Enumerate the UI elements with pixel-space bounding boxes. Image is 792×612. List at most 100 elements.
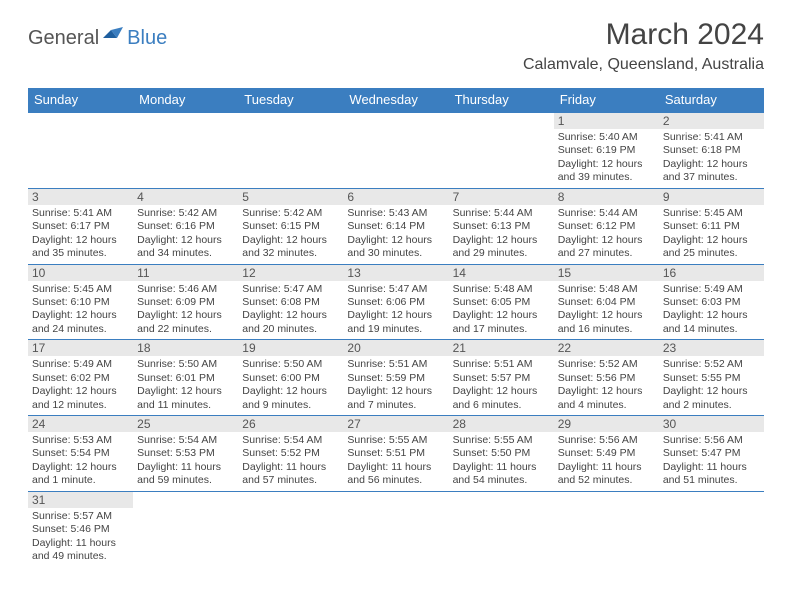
sunset: Sunset: 6:00 PM	[242, 372, 339, 385]
calendar-cell: 5Sunrise: 5:42 AMSunset: 6:15 PMDaylight…	[238, 188, 343, 264]
sunset: Sunset: 6:10 PM	[32, 296, 129, 309]
daylight-line1: Daylight: 12 hours	[137, 309, 234, 322]
day-number: 18	[133, 340, 238, 356]
day-number: 13	[343, 265, 448, 281]
daylight-line1: Daylight: 12 hours	[663, 234, 760, 247]
daylight-line2: and 27 minutes.	[558, 247, 655, 260]
daylight-line2: and 7 minutes.	[347, 399, 444, 412]
sunrise: Sunrise: 5:48 AM	[558, 283, 655, 296]
calendar-cell: 19Sunrise: 5:50 AMSunset: 6:00 PMDayligh…	[238, 340, 343, 416]
sunset: Sunset: 6:05 PM	[453, 296, 550, 309]
calendar-cell: 11Sunrise: 5:46 AMSunset: 6:09 PMDayligh…	[133, 264, 238, 340]
daylight-line2: and 17 minutes.	[453, 323, 550, 336]
sunrise: Sunrise: 5:44 AM	[558, 207, 655, 220]
day-data: Sunrise: 5:49 AMSunset: 6:03 PMDaylight:…	[659, 281, 764, 340]
day-data: Sunrise: 5:52 AMSunset: 5:56 PMDaylight:…	[554, 356, 659, 415]
daylight-line1: Daylight: 11 hours	[347, 461, 444, 474]
daylight-line2: and 6 minutes.	[453, 399, 550, 412]
daylight-line2: and 2 minutes.	[663, 399, 760, 412]
day-number: 9	[659, 189, 764, 205]
day-number: 7	[449, 189, 554, 205]
day-number: 28	[449, 416, 554, 432]
day-number: 27	[343, 416, 448, 432]
calendar-row: 24Sunrise: 5:53 AMSunset: 5:54 PMDayligh…	[28, 416, 764, 492]
calendar-cell: 30Sunrise: 5:56 AMSunset: 5:47 PMDayligh…	[659, 416, 764, 492]
calendar-cell: 31Sunrise: 5:57 AMSunset: 5:46 PMDayligh…	[28, 491, 133, 566]
dayname-row: Sunday Monday Tuesday Wednesday Thursday…	[28, 88, 764, 112]
daylight-line2: and 20 minutes.	[242, 323, 339, 336]
sunrise: Sunrise: 5:57 AM	[32, 510, 129, 523]
calendar-cell: 12Sunrise: 5:47 AMSunset: 6:08 PMDayligh…	[238, 264, 343, 340]
dayname-fri: Friday	[554, 88, 659, 112]
sunrise: Sunrise: 5:47 AM	[347, 283, 444, 296]
daylight-line1: Daylight: 12 hours	[558, 385, 655, 398]
day-data: Sunrise: 5:51 AMSunset: 5:59 PMDaylight:…	[343, 356, 448, 415]
daylight-line1: Daylight: 12 hours	[137, 385, 234, 398]
daylight-line1: Daylight: 12 hours	[137, 234, 234, 247]
daylight-line1: Daylight: 11 hours	[242, 461, 339, 474]
sunset: Sunset: 6:18 PM	[663, 144, 760, 157]
day-number: 21	[449, 340, 554, 356]
calendar-cell: 4Sunrise: 5:42 AMSunset: 6:16 PMDaylight…	[133, 188, 238, 264]
sunrise: Sunrise: 5:40 AM	[558, 131, 655, 144]
day-data: Sunrise: 5:43 AMSunset: 6:14 PMDaylight:…	[343, 205, 448, 264]
daylight-line1: Daylight: 12 hours	[347, 385, 444, 398]
sunrise: Sunrise: 5:56 AM	[558, 434, 655, 447]
sunrise: Sunrise: 5:42 AM	[137, 207, 234, 220]
day-data: Sunrise: 5:56 AMSunset: 5:49 PMDaylight:…	[554, 432, 659, 491]
day-number: 12	[238, 265, 343, 281]
day-data: Sunrise: 5:50 AMSunset: 6:01 PMDaylight:…	[133, 356, 238, 415]
logo-text-general: General	[28, 27, 99, 50]
sunset: Sunset: 6:11 PM	[663, 220, 760, 233]
daylight-line2: and 9 minutes.	[242, 399, 339, 412]
day-number: 1	[554, 113, 659, 129]
header: General Blue March 2024 Calamvale, Queen…	[28, 18, 764, 74]
daylight-line1: Daylight: 11 hours	[32, 537, 129, 550]
calendar-cell: 15Sunrise: 5:48 AMSunset: 6:04 PMDayligh…	[554, 264, 659, 340]
calendar-cell: 23Sunrise: 5:52 AMSunset: 5:55 PMDayligh…	[659, 340, 764, 416]
calendar-cell: 27Sunrise: 5:55 AMSunset: 5:51 PMDayligh…	[343, 416, 448, 492]
day-data: Sunrise: 5:50 AMSunset: 6:00 PMDaylight:…	[238, 356, 343, 415]
calendar-page: General Blue March 2024 Calamvale, Queen…	[0, 0, 792, 585]
daylight-line1: Daylight: 12 hours	[663, 309, 760, 322]
calendar-cell: 24Sunrise: 5:53 AMSunset: 5:54 PMDayligh…	[28, 416, 133, 492]
sunset: Sunset: 6:01 PM	[137, 372, 234, 385]
dayname-sun: Sunday	[28, 88, 133, 112]
daylight-line2: and 57 minutes.	[242, 474, 339, 487]
day-data: Sunrise: 5:48 AMSunset: 6:04 PMDaylight:…	[554, 281, 659, 340]
day-data: Sunrise: 5:49 AMSunset: 6:02 PMDaylight:…	[28, 356, 133, 415]
daylight-line1: Daylight: 12 hours	[242, 234, 339, 247]
sunset: Sunset: 6:03 PM	[663, 296, 760, 309]
daylight-line1: Daylight: 12 hours	[453, 309, 550, 322]
calendar-cell	[133, 112, 238, 188]
day-number: 20	[343, 340, 448, 356]
calendar-cell: 2Sunrise: 5:41 AMSunset: 6:18 PMDaylight…	[659, 112, 764, 188]
day-data: Sunrise: 5:47 AMSunset: 6:06 PMDaylight:…	[343, 281, 448, 340]
sunrise: Sunrise: 5:52 AM	[558, 358, 655, 371]
sunset: Sunset: 5:56 PM	[558, 372, 655, 385]
sunrise: Sunrise: 5:49 AM	[663, 283, 760, 296]
daylight-line2: and 52 minutes.	[558, 474, 655, 487]
location: Calamvale, Queensland, Australia	[523, 56, 764, 74]
day-data: Sunrise: 5:55 AMSunset: 5:50 PMDaylight:…	[449, 432, 554, 491]
daylight-line2: and 11 minutes.	[137, 399, 234, 412]
sunset: Sunset: 5:51 PM	[347, 447, 444, 460]
daylight-line2: and 19 minutes.	[347, 323, 444, 336]
daylight-line2: and 30 minutes.	[347, 247, 444, 260]
dayname-thu: Thursday	[449, 88, 554, 112]
sunset: Sunset: 6:14 PM	[347, 220, 444, 233]
daylight-line1: Daylight: 12 hours	[453, 234, 550, 247]
calendar-cell	[659, 491, 764, 566]
daylight-line2: and 59 minutes.	[137, 474, 234, 487]
day-data: Sunrise: 5:48 AMSunset: 6:05 PMDaylight:…	[449, 281, 554, 340]
daylight-line2: and 34 minutes.	[137, 247, 234, 260]
sunset: Sunset: 5:50 PM	[453, 447, 550, 460]
calendar-row: 1Sunrise: 5:40 AMSunset: 6:19 PMDaylight…	[28, 112, 764, 188]
day-data: Sunrise: 5:54 AMSunset: 5:52 PMDaylight:…	[238, 432, 343, 491]
day-number: 23	[659, 340, 764, 356]
daylight-line2: and 35 minutes.	[32, 247, 129, 260]
calendar-cell	[238, 491, 343, 566]
sunset: Sunset: 5:54 PM	[32, 447, 129, 460]
day-data: Sunrise: 5:57 AMSunset: 5:46 PMDaylight:…	[28, 508, 133, 567]
day-number: 24	[28, 416, 133, 432]
